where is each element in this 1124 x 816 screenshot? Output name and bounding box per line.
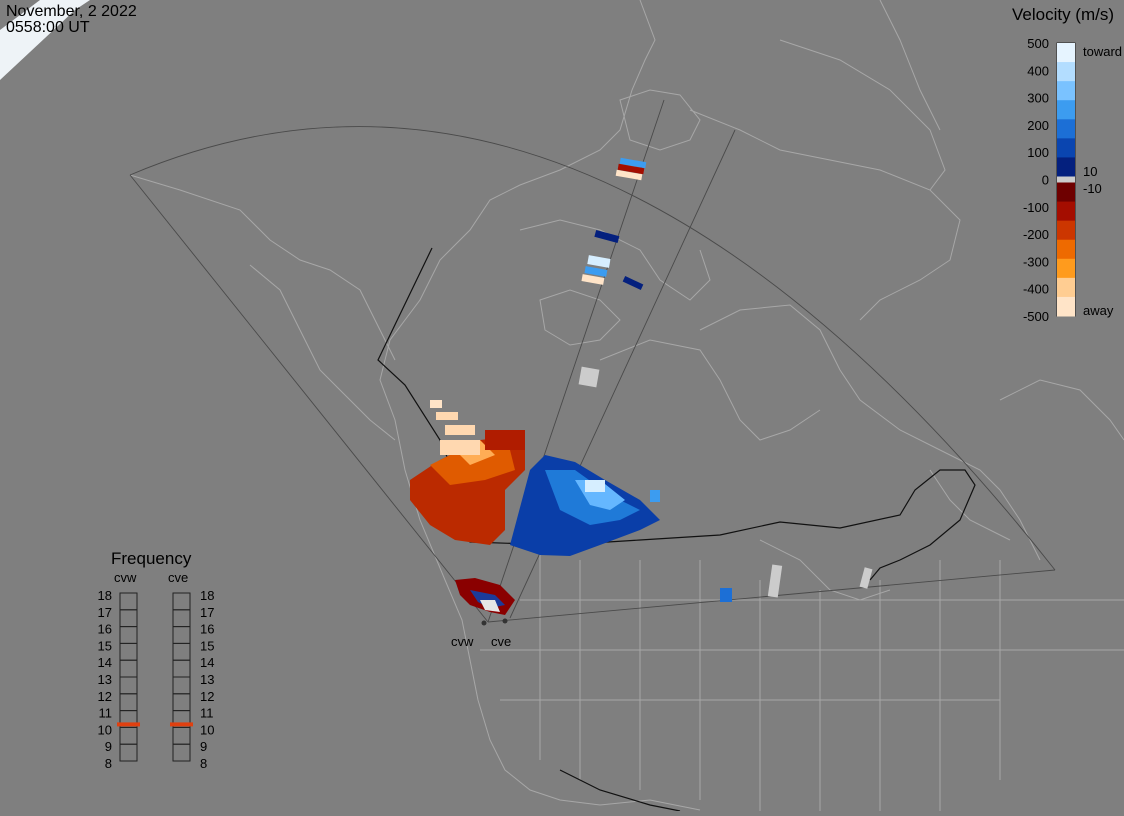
colorbar-stop: [1057, 157, 1075, 177]
colorbar-tick-label: 100: [1027, 145, 1049, 160]
colorbar-tick-label: 500: [1027, 36, 1049, 51]
frequency-level-right: 13: [200, 672, 214, 687]
frequency-cell-cvw: [119, 659, 138, 678]
colorbar-stop: [1057, 277, 1075, 298]
toward-label: toward: [1083, 44, 1122, 59]
frequency-level-right: 14: [200, 655, 214, 670]
coastlines: [129, 0, 1124, 811]
away-label: away: [1083, 303, 1114, 318]
frequency-marker-cvw: [117, 722, 140, 727]
frequency-cell-cve: [172, 743, 191, 762]
frequency-level-left: 15: [98, 638, 112, 653]
frequency-cell-cvw: [119, 726, 138, 745]
frequency-cell-cvw: [119, 592, 138, 611]
frequency-level-left: 14: [98, 655, 112, 670]
frequency-level-left: 9: [105, 739, 112, 754]
colorbar-stop: [1057, 62, 1075, 82]
colorbar-tick-label: -200: [1023, 227, 1049, 242]
colorbar-tick-label: 200: [1027, 118, 1049, 133]
velocity-scale-title: Velocity (m/s): [1012, 5, 1114, 24]
velocity-scatter: [410, 157, 873, 615]
colorbar-ground-scatter: [1057, 176, 1075, 183]
frequency-cell-cve: [172, 726, 191, 745]
small-tick-plus: 10: [1083, 164, 1097, 179]
small-tick-minus: -10: [1083, 181, 1102, 196]
frequency-level-right: 17: [200, 605, 214, 620]
frequency-level-right: 18: [200, 588, 214, 603]
frequency-marker-cve: [170, 722, 193, 727]
colorbar-tick-label: -100: [1023, 200, 1049, 215]
state-lines: [480, 550, 1124, 811]
colorbar-stops: [1057, 43, 1075, 317]
site-label-cve: cve: [491, 634, 511, 649]
colorbar-stop: [1057, 138, 1075, 158]
frequency-cell-cve: [172, 609, 191, 628]
colorbar-stop: [1057, 119, 1075, 139]
colorbar-stop: [1057, 258, 1075, 279]
frequency-level-right: 11: [200, 706, 214, 721]
site-marker-cve: [502, 618, 508, 624]
date-label: November, 2 2022: [6, 3, 137, 20]
colorbar-stop: [1057, 201, 1075, 222]
frequency-cell-cve: [172, 642, 191, 661]
colorbar-tick-label: 300: [1027, 91, 1049, 106]
corner-patch: [0, 0, 90, 80]
frequency-cell-cve: [172, 659, 191, 678]
frequency-title: Frequency: [111, 549, 192, 568]
frequency-cell-cvw: [119, 693, 138, 712]
frequency-level-left: 11: [99, 706, 113, 721]
frequency-radar-cve: cve: [168, 570, 188, 585]
colorbar-stop: [1057, 220, 1075, 241]
time-label: 0558:00 UT: [6, 19, 90, 36]
colorbar-stop: [1057, 182, 1075, 203]
colorbar-stop: [1057, 81, 1075, 101]
colorbar-tick-label: -500: [1023, 309, 1049, 324]
site-marker-cvw: [481, 620, 487, 626]
frequency-level-left: 17: [98, 605, 112, 620]
frequency-cell-cvw: [119, 743, 138, 762]
frequency-radar-cvw: cvw: [114, 570, 137, 585]
frequency-cell-cvw: [119, 609, 138, 628]
frequency-level-right: 9: [200, 739, 207, 754]
frequency-level-left: 16: [98, 622, 112, 637]
velocity-colorbar: Velocity (m/s) 500 400 300 200 100 0 -100 -200 -…: [1012, 5, 1122, 324]
frequency-cell-cvw: [119, 642, 138, 661]
colorbar-stop: [1057, 296, 1075, 317]
site-label-cvw: cvw: [451, 634, 474, 649]
frequency-level-left: 12: [98, 689, 112, 704]
frequency-level-right: 10: [200, 722, 214, 737]
frequency-level-left: 18: [98, 588, 112, 603]
radar-site-labels: cvw cve: [451, 618, 511, 649]
colorbar-stop: [1057, 100, 1075, 120]
frequency-level-right: 16: [200, 622, 214, 637]
frequency-level-right: 8: [200, 756, 207, 771]
colorbar-tick-label: 0: [1042, 173, 1049, 188]
colorbar-ticks: 500 400 300 200 100 0 -100 -200 -300 -400 -500: [1023, 36, 1049, 324]
frequency-cell-cve: [172, 676, 191, 695]
colorbar-tick-label: -400: [1023, 282, 1049, 297]
frequency-level-left: 13: [98, 672, 112, 687]
frequency-cell-cvw: [119, 626, 138, 644]
colorbar-stop: [1057, 43, 1075, 63]
frequency-cell-cve: [172, 592, 191, 611]
frequency-level-right: 12: [200, 689, 214, 704]
colorbar-tick-label: -300: [1023, 254, 1049, 269]
frequency-level-right: 15: [200, 638, 214, 653]
frequency-cell-cve: [172, 626, 191, 644]
frequency-level-left: 8: [105, 756, 112, 771]
frequency-level-left: 10: [98, 722, 112, 737]
frequency-cell-cvw: [119, 676, 138, 695]
colorbar-tick-label: 400: [1027, 63, 1049, 78]
frequency-cell-cve: [172, 693, 191, 712]
colorbar-stop: [1057, 239, 1075, 260]
